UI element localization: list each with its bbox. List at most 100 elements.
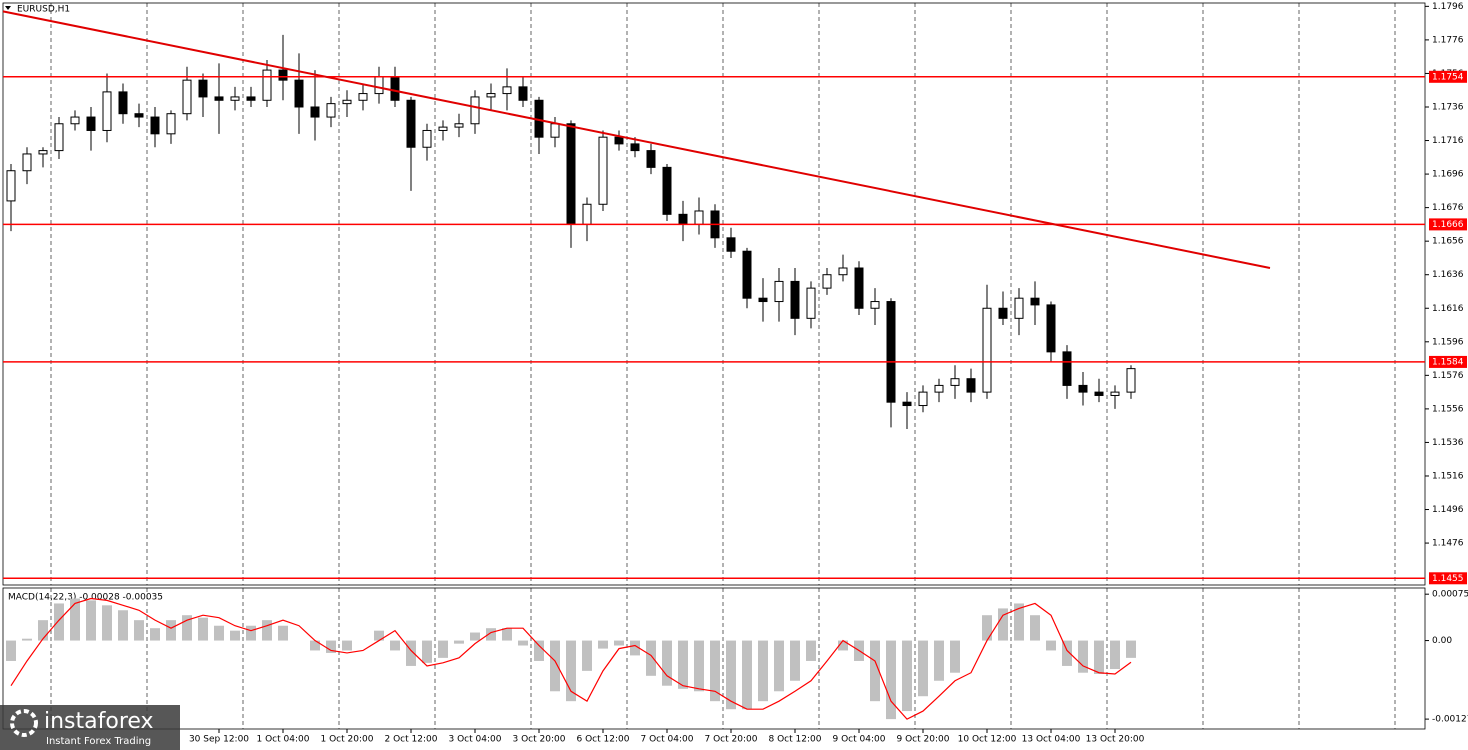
candle-body (934, 384, 944, 393)
candle-body (726, 237, 736, 252)
macd-bar (1030, 615, 1040, 641)
macd-bar (1014, 603, 1024, 641)
macd-bar (646, 640, 656, 676)
candle-body (486, 93, 496, 98)
macd-bar (518, 640, 528, 646)
y-tick-label: 1.1516 (1432, 471, 1464, 481)
y-tick-label: 1.1636 (1432, 270, 1464, 280)
chart-title: EURUSD,H1 (17, 5, 70, 15)
macd-bar (70, 598, 80, 641)
candle-body (966, 378, 976, 393)
candle-body (646, 150, 656, 168)
y-tick-label: 1.1476 (1432, 539, 1464, 549)
macd-bar (470, 632, 480, 641)
candle-body (1014, 297, 1024, 319)
y-tick-label: 1.1616 (1432, 304, 1464, 314)
x-tick-label: 13 Oct 04:00 (1022, 735, 1081, 745)
macd-bar (150, 628, 160, 641)
x-tick-label: 3 Oct 04:00 (449, 735, 502, 745)
level-label: 1.1754 (1432, 72, 1464, 82)
candle-body (198, 79, 208, 98)
macd-bar (406, 640, 416, 666)
logo: instaforex Instant Forex Trading (0, 705, 180, 750)
macd-bar (182, 615, 192, 641)
candle-body (342, 99, 352, 105)
price-panel (2, 2, 1426, 586)
macd-bar (838, 640, 848, 651)
candle-body (1062, 351, 1072, 386)
candle-body (86, 116, 96, 131)
y-tick-label: -0.00127 (1432, 715, 1468, 725)
level-tag (1429, 218, 1467, 231)
candle-body (326, 103, 336, 118)
candle-body (118, 91, 128, 115)
level-tag (1429, 70, 1467, 83)
candle-body (1110, 391, 1120, 396)
macd-bar (102, 605, 112, 641)
y-tick-label: 1.1696 (1432, 170, 1464, 180)
candle-body (54, 123, 64, 152)
candle-body (614, 136, 624, 145)
x-tick-label: 9 Oct 20:00 (897, 735, 950, 745)
candle-body (742, 250, 752, 299)
macd-bar (982, 615, 992, 641)
macd-bar (134, 620, 144, 641)
macd-bar (534, 640, 544, 661)
y-tick-label: 1.1796 (1432, 2, 1464, 12)
macd-bar (1078, 640, 1088, 673)
y-tick-label: 1.1556 (1432, 404, 1464, 414)
candle-body (854, 267, 864, 309)
x-tick-label: 8 Oct 12:00 (769, 735, 822, 745)
x-tick-label: 2 Oct 12:00 (385, 735, 438, 745)
candle-body (38, 150, 48, 155)
macd-bar (454, 640, 464, 644)
level-label: 1.1455 (1432, 574, 1464, 584)
macd-bar (374, 630, 384, 641)
level-label: 1.1584 (1432, 357, 1464, 367)
macd-bar (6, 640, 16, 661)
y-tick-label: 1.1656 (1432, 237, 1464, 247)
macd-bar (486, 628, 496, 641)
logo-icon (10, 709, 38, 737)
candle-body (1094, 391, 1104, 396)
candle-body (886, 301, 896, 403)
candle-body (278, 69, 288, 81)
macd-bar (214, 625, 224, 641)
candle-body (822, 274, 832, 289)
candle-body (150, 116, 160, 135)
x-tick-label: 7 Oct 20:00 (705, 735, 758, 745)
candle-body (582, 203, 592, 225)
macd-bar (886, 640, 896, 720)
macd-bar (166, 620, 176, 641)
candle-body (390, 76, 400, 101)
macd-bar (902, 640, 912, 712)
macd-bar (790, 640, 800, 681)
candle-body (406, 99, 416, 148)
macd-bar (918, 640, 928, 697)
y-tick-label: 1.1596 (1432, 337, 1464, 347)
level-label: 1.1666 (1432, 220, 1464, 230)
x-tick-label: 1 Oct 20:00 (321, 735, 374, 745)
candle-body (838, 267, 848, 276)
candle-body (358, 93, 368, 101)
candle-body (870, 301, 880, 309)
macd-bar (278, 625, 288, 641)
macd-bar (246, 625, 256, 641)
trendline (2, 10, 1271, 269)
candle-body (230, 96, 240, 101)
candle-body (262, 69, 272, 101)
candle-body (758, 297, 768, 303)
logo-name: instaforex (44, 709, 154, 734)
candle-body (22, 153, 32, 172)
candle-body (102, 91, 112, 131)
y-tick-label: 1.1776 (1432, 35, 1464, 45)
candle-body (1030, 297, 1040, 306)
logo-bg (0, 705, 180, 750)
macd-bar (86, 600, 96, 641)
candle-body (454, 123, 464, 128)
candle-body (598, 136, 608, 205)
macd-bar (22, 638, 32, 641)
macd-bar (774, 640, 784, 692)
candle-body (438, 126, 448, 131)
candle-body (246, 96, 256, 101)
